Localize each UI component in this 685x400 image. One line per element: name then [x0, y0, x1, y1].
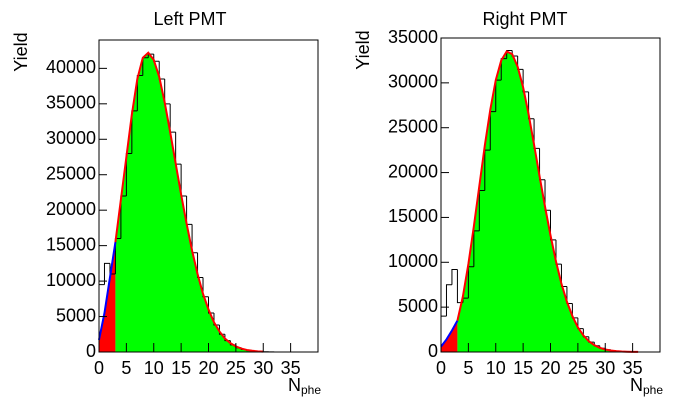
y-tick-label: 35000 [46, 93, 96, 113]
histogram-bin [191, 224, 198, 254]
x-tick-label: 30 [595, 358, 615, 378]
x-tick-label: 10 [144, 358, 164, 378]
histogram-bin [451, 268, 458, 285]
y-tick-label: 40000 [46, 57, 96, 77]
y-tick-label: 15000 [46, 234, 96, 254]
x-tick-label: 10 [486, 358, 506, 378]
y-axis-label: Yield [11, 32, 31, 71]
histogram-bin [175, 132, 182, 165]
x-axis-label: Nphe [288, 375, 321, 397]
y-tick-label: 35000 [388, 27, 438, 47]
histogram-bin [566, 286, 573, 305]
y-tick-label: 15000 [388, 206, 438, 226]
x-tick-label: 20 [540, 358, 560, 378]
x-tick-label: 30 [253, 358, 273, 378]
y-tick-label: 5000 [56, 305, 96, 325]
y-tick-label: 0 [86, 341, 96, 361]
histogram-bin [186, 196, 193, 225]
x-axis-label-sub: phe [643, 383, 663, 397]
y-tick-label: 20000 [388, 161, 438, 181]
y-tick-label: 25000 [46, 163, 96, 183]
x-tick-label: 15 [513, 358, 533, 378]
chart-title: Right PMT [482, 9, 567, 29]
x-axis-label-sub: phe [301, 383, 321, 397]
y-tick-label: 0 [428, 341, 438, 361]
x-tick-label: 0 [94, 358, 104, 378]
histogram-bin [169, 103, 176, 133]
fill-area [115, 52, 264, 352]
fit-curve [440, 320, 459, 348]
histogram-bin [539, 148, 546, 181]
x-tick-label: 20 [198, 358, 218, 378]
x-tick-label: 15 [171, 358, 191, 378]
x-tick-label: 25 [568, 358, 588, 378]
chart-title: Left PMT [153, 9, 226, 29]
x-axis-label-main: N [288, 375, 301, 395]
histogram-bin [164, 79, 171, 105]
x-axis-label: Nphe [630, 375, 663, 397]
fit-curve [114, 51, 264, 353]
y-tick-label: 20000 [46, 199, 96, 219]
x-tick-label: 25 [226, 358, 246, 378]
y-tick-label: 25000 [388, 116, 438, 136]
y-tick-label: 30000 [388, 72, 438, 92]
y-tick-label: 10000 [46, 270, 96, 290]
y-tick-label: 10000 [388, 251, 438, 271]
fit-curve [456, 50, 639, 353]
y-tick-label: 30000 [46, 128, 96, 148]
histogram-bin [218, 325, 225, 335]
histogram-bin [208, 296, 214, 314]
histogram-bin [213, 313, 220, 326]
fit-curve [98, 241, 117, 341]
histogram-bin [445, 284, 452, 317]
fill-area [457, 51, 639, 352]
x-tick-label: 5 [463, 358, 473, 378]
histogram-bin [180, 164, 187, 197]
y-tick-label: 5000 [398, 296, 438, 316]
x-axis-label-main: N [630, 375, 643, 395]
histogram-bin [103, 262, 110, 285]
x-tick-label: 0 [436, 358, 446, 378]
y-axis-label: Yield [353, 30, 373, 69]
x-tick-label: 35 [623, 358, 643, 378]
x-tick-label: 35 [281, 358, 301, 378]
x-tick-label: 5 [121, 358, 131, 378]
